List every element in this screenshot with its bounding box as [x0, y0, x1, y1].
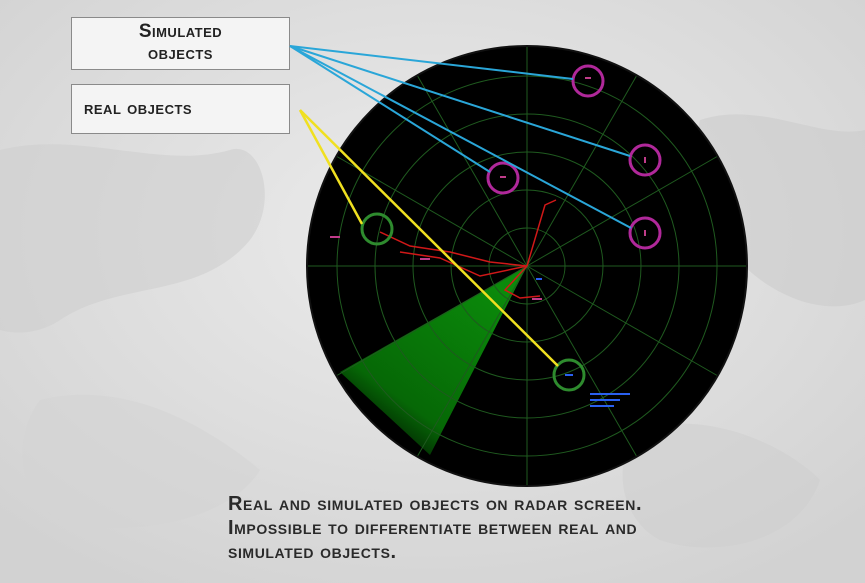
simulated-objects-label: Simulated objects: [71, 17, 290, 70]
real-objects-label: real objects: [71, 84, 290, 134]
plot-marks: [330, 77, 646, 300]
real-pointer-lines: [298, 109, 559, 367]
real-objects-label-text: real objects: [84, 98, 193, 119]
real-marker-1: [360, 212, 394, 246]
real-marker-2: [552, 358, 586, 392]
real-object-markers: [360, 212, 586, 392]
simulated-objects-label-line1: Simulated: [138, 21, 223, 42]
blue-plot-marks: [536, 278, 630, 407]
radar-sweep: [340, 266, 527, 455]
simulated-pointer-lines: [289, 45, 632, 229]
caption-line-3: simulated objects.: [228, 541, 397, 563]
caption: Real and simulated objects on radar scre…: [228, 492, 788, 564]
simulated-marker-3: [486, 161, 520, 195]
caption-line-2: Impossible to differentiate between real…: [228, 517, 638, 539]
simulated-objects-label-line2: objects: [148, 43, 213, 64]
simulated-marker-4: [628, 216, 662, 250]
simulated-marker-1: [571, 64, 605, 98]
caption-line-1: Real and simulated objects on radar scre…: [228, 493, 643, 515]
simulated-marker-2: [628, 143, 662, 177]
bearing-lines: [307, 46, 747, 486]
simulated-object-markers: [486, 64, 662, 250]
